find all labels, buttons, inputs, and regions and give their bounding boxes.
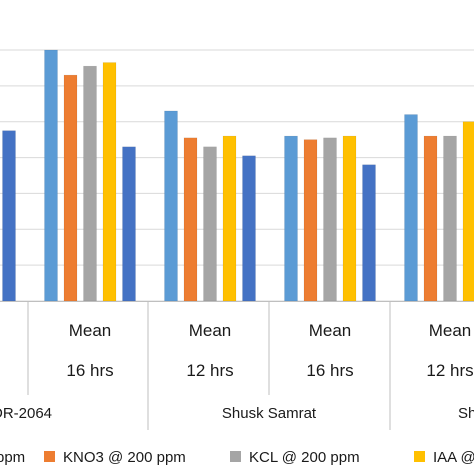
tick-label-time: 12 hrs	[426, 361, 473, 380]
bar	[44, 49, 58, 302]
bar	[303, 139, 318, 302]
group-label: DR-2064	[0, 405, 52, 422]
tick-label-time: 16 hrs	[66, 361, 113, 380]
bar	[203, 146, 217, 302]
bar	[443, 135, 457, 302]
tick-label-stat: Mean	[309, 321, 352, 340]
bars	[2, 49, 474, 302]
bar	[164, 110, 178, 302]
tick-label-time: 12 hrs	[186, 361, 233, 380]
legend: ppm KNO3 @ 200 ppm KCL @ 200 ppm IAA @50	[0, 449, 474, 466]
legend-swatch	[414, 451, 425, 462]
bar	[183, 137, 198, 302]
bar	[362, 164, 376, 302]
bar	[342, 135, 357, 302]
tick-label-time: 16 hrs	[306, 361, 353, 380]
bar	[323, 137, 337, 302]
bar	[404, 114, 418, 302]
legend-label: KNO3 @ 200 ppm	[63, 449, 186, 466]
bar	[2, 130, 16, 302]
bar	[284, 135, 298, 302]
legend-label: IAA @50	[433, 449, 474, 466]
legend-swatch	[44, 451, 55, 462]
bar	[423, 135, 438, 302]
legend-swatch	[230, 451, 241, 462]
bar	[63, 74, 78, 302]
gridlines	[0, 49, 474, 302]
bar	[222, 135, 237, 302]
legend-label: ppm	[0, 449, 25, 466]
group-label: Sh	[458, 405, 474, 422]
legend-label: KCL @ 200 ppm	[249, 449, 360, 466]
bar	[83, 65, 97, 302]
group-label: Shusk Samrat	[222, 405, 317, 422]
tick-label-stat: Mean	[69, 321, 112, 340]
tick-label-stat: Mean	[189, 321, 232, 340]
category-axis: Mean 16 hrs Mean 12 hrs Mean 16 hrs Mean 12 hrs…	[0, 301, 474, 430]
bar	[122, 146, 136, 302]
tick-label-stat: Mean	[429, 321, 472, 340]
bar	[242, 155, 256, 302]
bar	[102, 62, 117, 302]
bar	[462, 121, 474, 302]
